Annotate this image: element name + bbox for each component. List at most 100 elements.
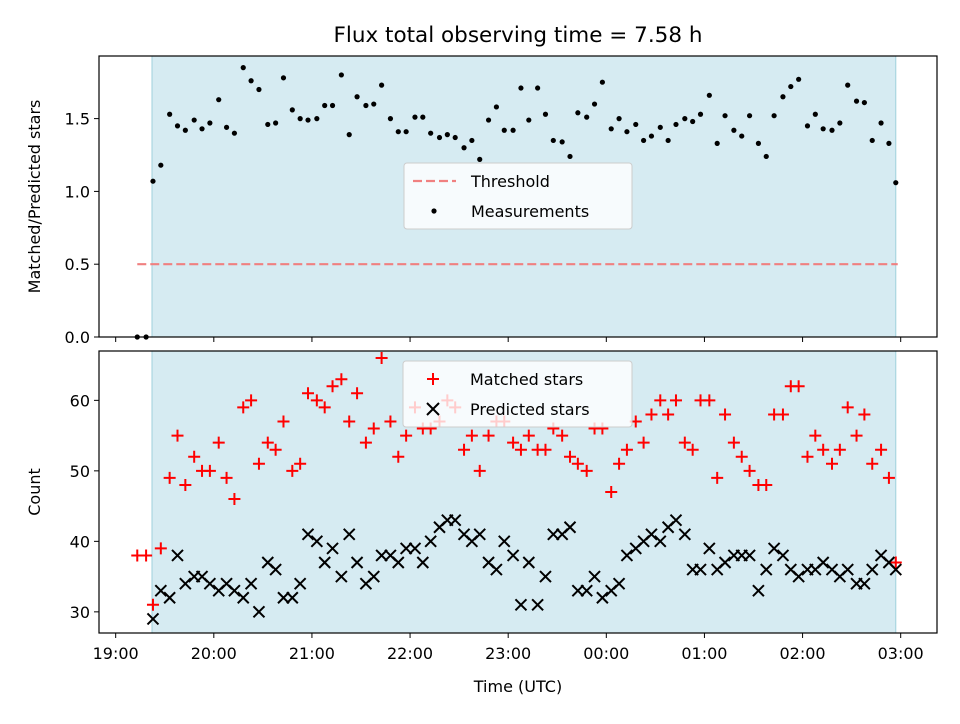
- legend-label: Threshold: [470, 172, 550, 191]
- predicted-star-point: [620, 549, 634, 562]
- matched-star-point: [359, 436, 372, 449]
- measurement-point: [256, 86, 262, 93]
- measurement-point: [265, 121, 271, 128]
- matched-star-point: [605, 486, 618, 498]
- count-panel: 30 40 50 60 19:00 20:00 21:00 22:00 23:00 00:00 01…: [25, 350, 938, 696]
- matched-star-point: [473, 464, 486, 477]
- y-tick-label: 50: [70, 462, 90, 481]
- measurement-point: [199, 126, 205, 132]
- measurement-point: [788, 83, 794, 90]
- predicted-star-point: [514, 598, 528, 612]
- measurement-point: [861, 99, 867, 106]
- matched-star-point: [743, 464, 756, 477]
- matched-star-point: [458, 443, 471, 456]
- matched-star-point: [384, 415, 397, 428]
- measurement-point: [289, 107, 295, 113]
- measurement-point: [714, 140, 720, 146]
- matched-star-point: [645, 408, 658, 421]
- matched-star-point: [571, 457, 584, 470]
- matched-star-point: [760, 478, 773, 491]
- predicted-star-point: [350, 556, 364, 569]
- matched-star-point: [343, 415, 356, 428]
- chart-title: Flux total observing time = 7.58 h: [334, 23, 703, 48]
- matched-star-point: [654, 394, 667, 407]
- legend-matched-swatch: [427, 373, 439, 385]
- measurement-point: [428, 130, 434, 136]
- measurement-point: [550, 137, 556, 144]
- predicted-star-point: [301, 528, 315, 541]
- measurement-point: [853, 98, 860, 104]
- measurement-point: [158, 162, 164, 168]
- measurement-point: [412, 114, 418, 120]
- matched-star-point: [400, 429, 413, 442]
- predicted-star-point: [506, 549, 520, 562]
- predicted-star-point: [816, 556, 830, 569]
- matched-star-point: [286, 464, 299, 477]
- matched-star-point: [163, 471, 176, 484]
- y-axis-label: Count: [25, 468, 44, 516]
- measurement-point: [314, 116, 320, 122]
- predicted-star-point: [424, 535, 437, 548]
- matched-star-point: [465, 429, 478, 442]
- predicted-star-point: [367, 570, 380, 583]
- matched-star-point: [171, 429, 184, 442]
- measurement-point: [886, 140, 892, 146]
- predicted-star-point: [163, 591, 176, 604]
- matched-star-point: [351, 387, 364, 400]
- legend-label: Predicted stars: [470, 400, 590, 419]
- measurement-point: [395, 129, 401, 135]
- measurement-point: [893, 180, 899, 186]
- matched-star-point: [669, 394, 682, 407]
- predicted-star-point: [343, 528, 356, 541]
- matched-star-point: [875, 443, 888, 456]
- matched-star-point: [735, 450, 748, 463]
- legend: Threshold Measurements: [403, 162, 633, 230]
- matched-star-point: [228, 493, 241, 506]
- matched-star-point: [482, 429, 495, 442]
- matched-star-point: [809, 429, 822, 442]
- measurement-point: [461, 145, 467, 151]
- measurement-point: [174, 123, 181, 129]
- predicted-star-point: [399, 542, 413, 555]
- matched-star-point: [686, 443, 699, 456]
- y-tick-label: 1.5: [65, 110, 90, 129]
- predicted-star-point: [571, 584, 585, 597]
- measurement-point: [739, 133, 745, 139]
- measurement-point: [485, 117, 492, 123]
- matched-star-point: [858, 408, 871, 421]
- measurement-point: [648, 133, 655, 139]
- measurement-point: [305, 117, 311, 123]
- measurement-point: [845, 82, 851, 88]
- predicted-star-point: [752, 584, 765, 597]
- matched-star-point: [850, 429, 863, 442]
- matched-star-point: [245, 394, 258, 407]
- measurement-point: [584, 114, 590, 120]
- plot-frame: [98, 350, 938, 634]
- measurement-point: [869, 137, 875, 144]
- matched-star-point: [318, 401, 331, 414]
- measurement-point: [297, 116, 303, 122]
- predicted-star-point: [539, 570, 552, 583]
- predicted-star-point: [146, 612, 160, 626]
- measurement-point: [837, 120, 843, 126]
- measurement-point: [706, 92, 712, 98]
- matched-star-point: [637, 436, 650, 449]
- measurement-point: [624, 129, 630, 135]
- matched-star-point: [514, 443, 527, 456]
- measurement-point: [444, 132, 450, 138]
- predicted-star-point: [277, 591, 290, 604]
- y-tick-label: 30: [70, 603, 90, 622]
- measurement-point: [501, 127, 507, 133]
- y-axis-label: Matched/Predicted stars: [25, 100, 44, 294]
- matched-star-point: [237, 401, 250, 414]
- matched-star-point: [252, 457, 265, 470]
- measurement-point: [231, 130, 238, 136]
- matched-star-point: [556, 429, 569, 442]
- measurement-point: [780, 94, 786, 100]
- matched-star-point: [302, 387, 315, 400]
- measurement-point: [240, 65, 246, 71]
- predicted-star-point: [694, 563, 707, 576]
- measurement-point: [167, 111, 173, 117]
- matched-star-point: [335, 373, 348, 386]
- matched-star-point: [220, 471, 233, 484]
